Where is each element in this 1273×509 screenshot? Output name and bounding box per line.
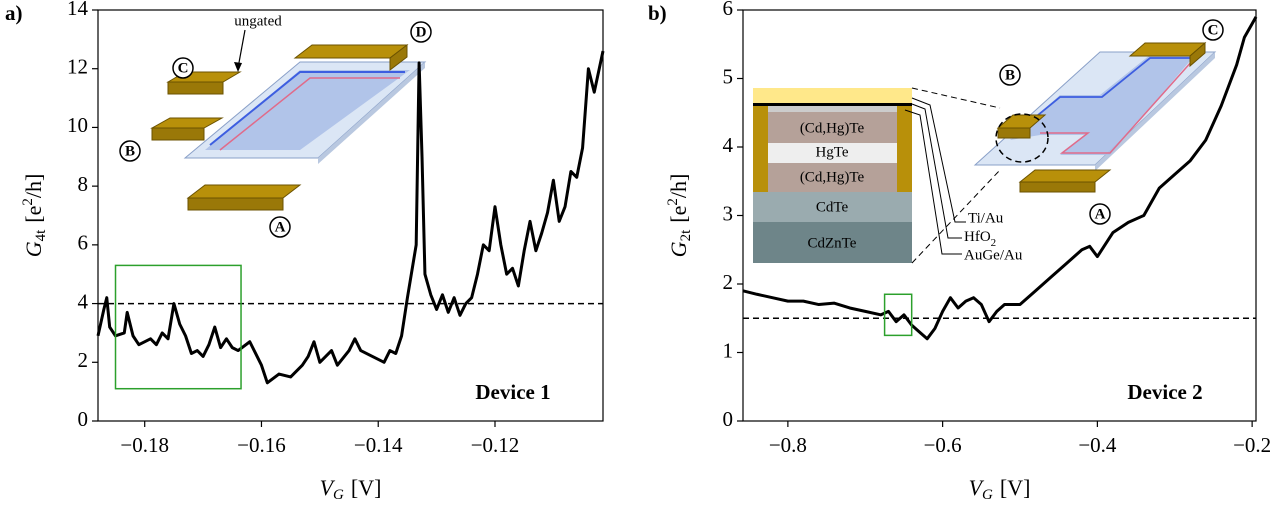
contact-label: B [125, 143, 135, 159]
y-axis-label: G4t [e2/h] [20, 174, 49, 258]
data-line [96, 50, 605, 385]
layer-label: (Cd,Hg)Te [800, 169, 865, 185]
contact-label: A [1095, 206, 1106, 222]
y-label-unit-end: /h] [666, 174, 691, 198]
y-label-sub: 2t [678, 229, 694, 242]
y-tick-label: 6 [723, 0, 734, 20]
layer-label: CdZnTe [808, 235, 857, 251]
layer-label: (Cd,Hg)Te [800, 120, 865, 136]
device-schematic-b: B C A [973, 19, 1224, 225]
contact-label: C [178, 60, 189, 76]
y-tick-label: 6 [78, 231, 89, 255]
y-tick-label: 5 [723, 64, 734, 88]
x-label-symbol: V [320, 475, 336, 500]
metal-label-base: HfO [964, 229, 991, 245]
inset-note: ungated [234, 13, 282, 29]
highlight-box [114, 264, 242, 390]
y-label-sub: 4t [33, 229, 49, 242]
x-tick-label: −0.12 [471, 433, 520, 457]
contact-label: C [1208, 22, 1219, 38]
y-axis-label: G2t [e2/h] [665, 174, 694, 258]
contact-label: A [275, 219, 286, 235]
x-axis-label: VG [V] [320, 475, 382, 503]
y-label-symbol: G [21, 241, 46, 257]
layer-label: CdTe [816, 199, 849, 215]
metal-label: HfO2 [964, 229, 996, 248]
x-label-unit: [V] [1000, 475, 1031, 500]
y-label-symbol: G [666, 241, 691, 257]
x-label-sub: G [333, 487, 344, 503]
y-tick-label: 1 [723, 338, 734, 362]
plot-frame [97, 9, 604, 422]
device-label: Device 1 [475, 380, 550, 404]
y-tick-label: 0 [723, 407, 734, 431]
y-label-sup: 2 [20, 198, 36, 206]
x-tick-label: −0.4 [1078, 433, 1117, 457]
x-tick-label: −0.6 [924, 433, 962, 457]
highlight-box [883, 293, 913, 337]
y-tick-label: 12 [67, 55, 88, 79]
y-tick-label: 2 [723, 270, 734, 294]
data-line [742, 16, 1258, 341]
y-tick-label: 8 [78, 172, 89, 196]
y-tick-label: 2 [78, 348, 89, 372]
y-label-sup: 2 [665, 198, 681, 206]
device-label: Device 2 [1127, 380, 1202, 404]
layer-label: HgTe [815, 144, 848, 160]
x-tick-label: −0.18 [120, 433, 169, 457]
x-tick-label: −0.16 [237, 433, 286, 457]
x-tick-label: −0.14 [354, 433, 403, 457]
device-schematic-a: ungated A B C D [119, 13, 432, 238]
y-tick-label: 10 [67, 113, 88, 137]
metal-label: Ti/Au [968, 210, 1004, 226]
x-axis-label: VG [V] [969, 475, 1031, 503]
layer-stack: (Cd,Hg)Te HgTe (Cd,Hg)Te CdTe CdZnTe Ti/… [753, 87, 1023, 263]
y-label-unit-end: /h] [21, 174, 46, 198]
plot-frame [742, 9, 1257, 422]
y-label-unit: [e [21, 206, 46, 223]
y-tick-label: 4 [78, 289, 89, 313]
y-tick-label: 14 [67, 0, 89, 20]
x-label-symbol: V [969, 475, 985, 500]
metal-label-sub: 2 [991, 237, 997, 249]
contact-label: D [416, 24, 427, 40]
y-tick-label: 0 [78, 407, 89, 431]
contact-label: B [1005, 67, 1015, 83]
metal-label: AuGe/Au [964, 247, 1023, 263]
x-label-unit: [V] [351, 475, 382, 500]
y-tick-label: 3 [723, 201, 734, 225]
y-tick-label: 4 [723, 133, 734, 157]
panel-label: b) [648, 1, 667, 25]
panel-label: a) [5, 1, 23, 25]
x-label-sub: G [982, 487, 993, 503]
x-tick-label: −0.8 [769, 433, 807, 457]
y-label-unit: [e [666, 206, 691, 223]
x-tick-label: −0.2 [1233, 433, 1271, 457]
